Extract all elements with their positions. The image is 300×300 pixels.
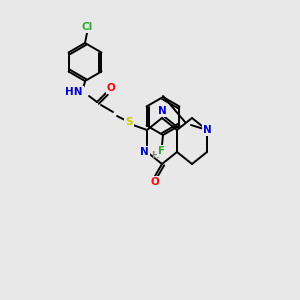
Text: S: S: [125, 117, 133, 127]
Text: HN: HN: [65, 87, 83, 97]
Text: O: O: [106, 83, 116, 93]
Text: H: H: [151, 152, 159, 160]
Text: N: N: [158, 106, 166, 116]
Text: F: F: [158, 146, 166, 156]
Text: Cl: Cl: [81, 22, 93, 32]
Text: N: N: [202, 125, 211, 135]
Text: N: N: [140, 147, 149, 157]
Text: O: O: [151, 177, 159, 187]
